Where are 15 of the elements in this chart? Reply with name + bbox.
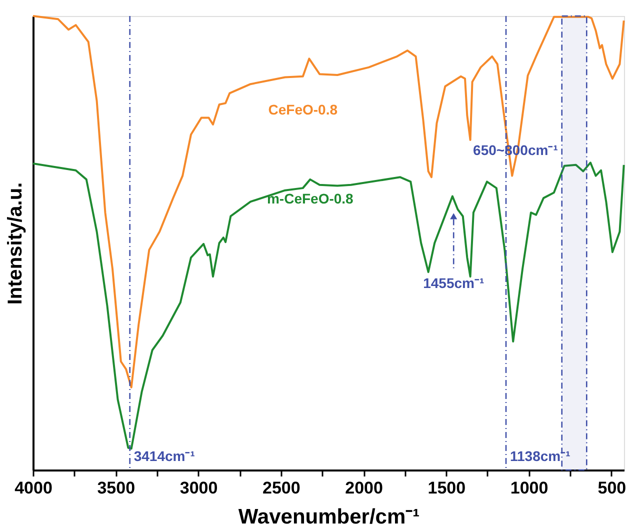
series-label: CeFeO-0.8: [268, 101, 338, 118]
ref-line-label: 3414cm⁻¹: [134, 448, 196, 464]
series-label: m-CeFeO-0.8: [266, 190, 354, 206]
x-tick-label: 2500: [262, 478, 300, 498]
x-tick-label: 3500: [97, 478, 136, 498]
ref-line-label: 1138cm⁻¹: [510, 448, 571, 464]
x-tick-label: 500: [598, 478, 626, 498]
x-tick-label: 3000: [180, 478, 218, 498]
x-tick-label: 2000: [345, 478, 383, 498]
x-tick-label: 1000: [510, 478, 548, 498]
x-tick-label: 1500: [428, 478, 466, 498]
y-axis-title: Intensity/a.u.: [4, 182, 26, 305]
annotation: 1455cm⁻¹: [423, 275, 484, 292]
x-axis-title: Wavenumber/cm⁻¹: [238, 506, 420, 528]
x-tick-label: 4000: [14, 478, 52, 498]
